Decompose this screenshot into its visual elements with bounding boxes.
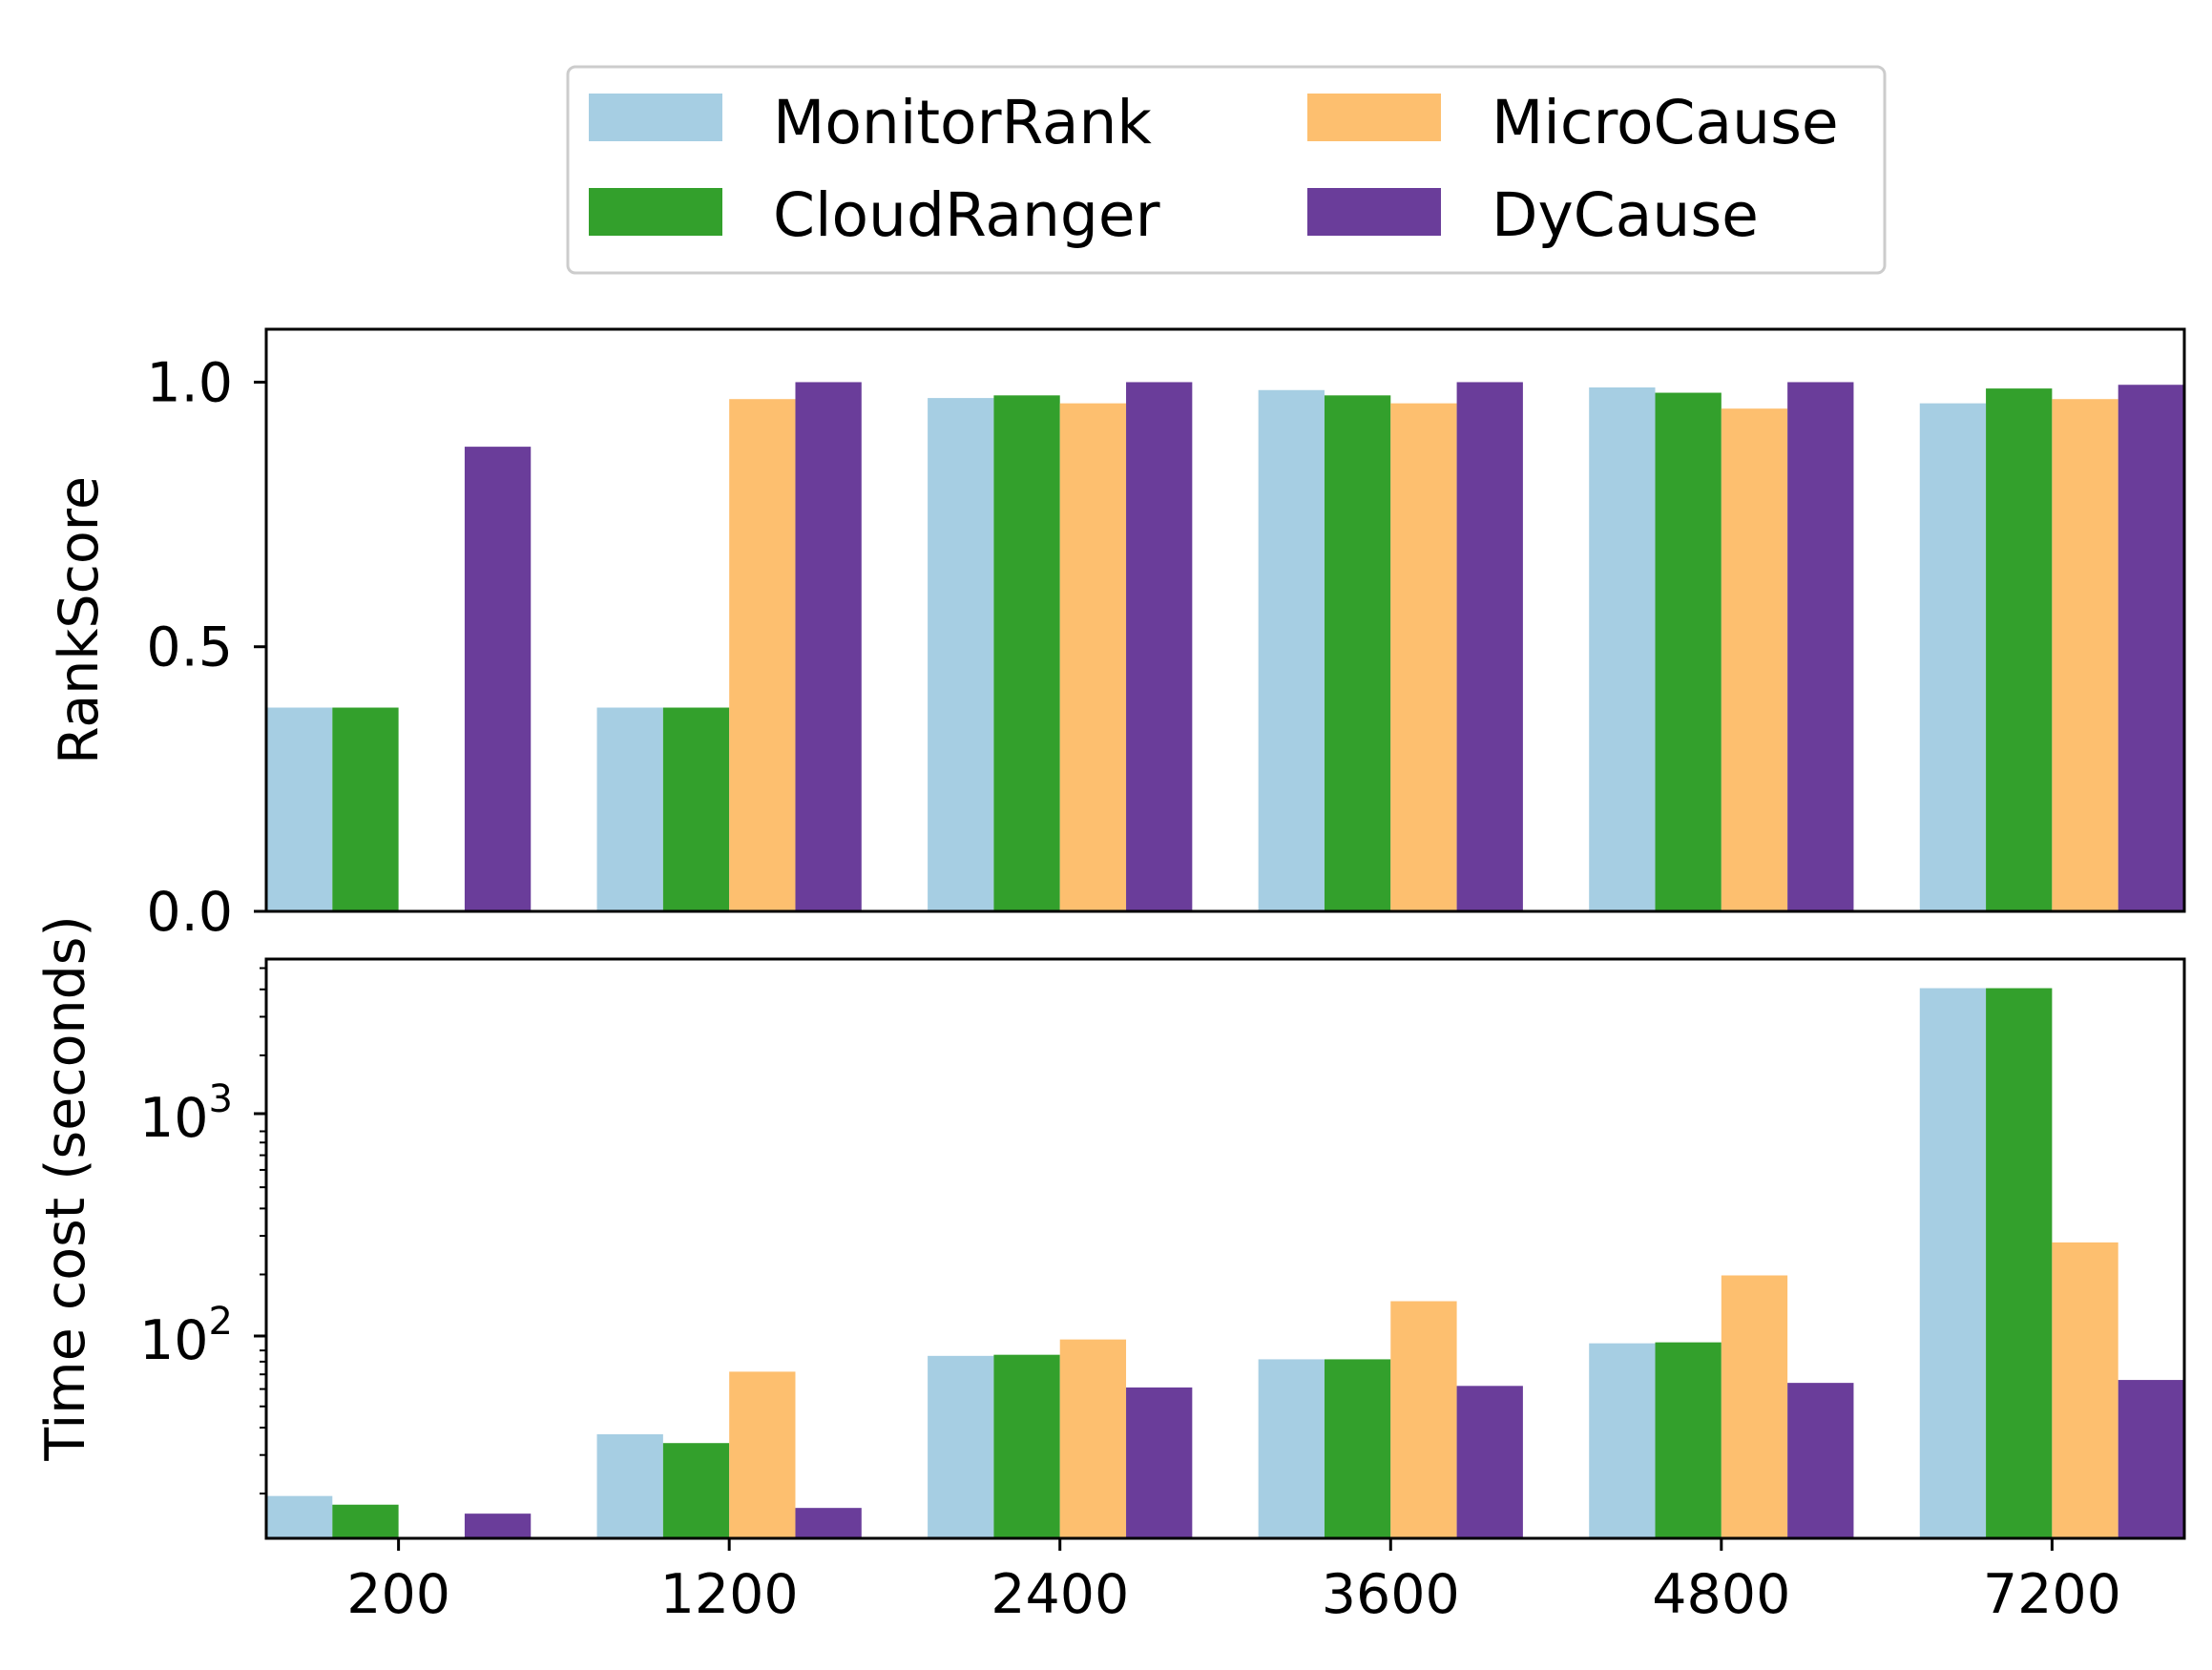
bar-rankscore-cloudranger-3600 [1324, 395, 1391, 911]
legend-frame [566, 65, 1887, 275]
bottom-major-tick-1000: 103 [139, 1077, 266, 1150]
legend-label-4: DyCause [1492, 180, 1759, 250]
x-tick-label-2400: 2400 [991, 1563, 1129, 1626]
tick-base-1000: 10 [139, 1087, 209, 1150]
bar-timecost-cloudranger-1200 [662, 1443, 730, 1538]
bar-rankscore-cloudranger-1200 [662, 707, 730, 911]
bar-timecost-microcause-3600 [1390, 1301, 1457, 1538]
bar-rankscore-cloudranger-7200 [1986, 388, 2053, 911]
tick-label-1000: 103 [139, 1077, 233, 1150]
legend-swatch-4 [1307, 188, 1441, 236]
bar-timecost-cloudranger-3600 [1324, 1359, 1391, 1538]
top-y-ticks: 0.0 0.5 1.0 [146, 351, 266, 944]
bar-timecost-monitorrank-3600 [1258, 1359, 1325, 1538]
bar-timecost-microcause-4800 [1721, 1275, 1788, 1538]
bar-timecost-monitorrank-7200 [1919, 988, 1987, 1538]
legend: MonitorRank MicroCause CloudRanger DyCau… [566, 65, 1887, 275]
y-tick-label-0.0: 0.0 [146, 881, 233, 944]
top-panel: 0.0 0.5 1.0 RankScore [48, 327, 2186, 944]
bottom-bars [266, 988, 2184, 1538]
bar-timecost-cloudranger-7200 [1986, 988, 2053, 1538]
bar-rankscore-monitorrank-1200 [596, 707, 663, 911]
bar-rankscore-dycause-1200 [795, 382, 862, 911]
tick-base-100: 10 [139, 1309, 209, 1372]
bar-timecost-dycause-200 [464, 1513, 532, 1538]
x-ticks: 200 1200 2400 3600 4800 7200 [346, 1538, 2121, 1626]
bar-timecost-dycause-4800 [1787, 1383, 1854, 1538]
y-tick-label-0.5: 0.5 [146, 616, 233, 679]
bar-rankscore-microcause-2400 [1059, 403, 1127, 911]
bar-rankscore-microcause-7200 [2052, 399, 2118, 911]
bar-timecost-monitorrank-2400 [928, 1355, 994, 1538]
bar-rankscore-monitorrank-4800 [1589, 387, 1656, 911]
bar-rankscore-monitorrank-3600 [1258, 389, 1325, 912]
bar-timecost-dycause-2400 [1126, 1387, 1193, 1538]
bar-rankscore-microcause-3600 [1390, 403, 1457, 911]
top-y-axis-label: RankScore [48, 476, 111, 764]
bar-rankscore-microcause-4800 [1721, 408, 1788, 911]
x-tick-label-3600: 3600 [1322, 1563, 1460, 1626]
x-tick-label-200: 200 [346, 1563, 450, 1626]
legend-label-2: MicroCause [1492, 88, 1839, 157]
legend-swatch-3 [589, 188, 722, 236]
bar-rankscore-monitorrank-7200 [1919, 403, 1987, 911]
bar-rankscore-dycause-3600 [1456, 382, 1523, 911]
bar-timecost-dycause-7200 [2118, 1380, 2184, 1538]
legend-swatch-2 [1307, 94, 1441, 141]
top-bars [266, 382, 2184, 912]
bar-rankscore-dycause-4800 [1787, 382, 1854, 911]
x-tick-label-7200: 7200 [1983, 1563, 2121, 1626]
x-tick-label-1200: 1200 [660, 1563, 799, 1626]
bar-rankscore-cloudranger-2400 [993, 395, 1060, 911]
bar-timecost-dycause-3600 [1456, 1386, 1523, 1538]
legend-swatch-1 [589, 94, 722, 141]
top-axes-frame [264, 327, 2186, 913]
legend-label-3: CloudRanger [773, 180, 1160, 250]
bar-rankscore-dycause-2400 [1126, 382, 1193, 911]
bar-timecost-microcause-2400 [1059, 1339, 1127, 1538]
bar-rankscore-cloudranger-4800 [1655, 392, 1722, 912]
bottom-axes-frame [264, 957, 2186, 1540]
bar-timecost-cloudranger-2400 [993, 1354, 1060, 1538]
bar-rankscore-dycause-7200 [2118, 385, 2184, 911]
bottom-panel: 103 102 Time cost (seconds) 200 1200 2400 3… [34, 915, 2186, 1626]
bar-timecost-monitorrank-4800 [1589, 1343, 1656, 1538]
bar-rankscore-monitorrank-200 [266, 707, 333, 911]
tick-exp-100: 2 [209, 1300, 233, 1344]
bar-timecost-microcause-1200 [729, 1371, 796, 1538]
bar-rankscore-cloudranger-200 [332, 707, 399, 911]
bar-timecost-cloudranger-4800 [1655, 1342, 1722, 1538]
tick-label-100: 102 [139, 1300, 233, 1372]
bar-rankscore-microcause-1200 [729, 399, 796, 911]
bar-rankscore-dycause-200 [464, 447, 532, 911]
bottom-y-axis-label: Time cost (seconds) [34, 915, 97, 1461]
bar-timecost-cloudranger-200 [332, 1504, 399, 1538]
bottom-major-tick-100: 102 [139, 1300, 266, 1372]
bar-timecost-dycause-1200 [795, 1508, 862, 1538]
legend-label-1: MonitorRank [773, 88, 1152, 157]
y-tick-label-1.0: 1.0 [146, 351, 233, 414]
x-tick-label-4800: 4800 [1652, 1563, 1790, 1626]
bar-rankscore-monitorrank-2400 [928, 398, 994, 911]
bar-timecost-monitorrank-1200 [596, 1433, 663, 1538]
tick-exp-1000: 3 [209, 1077, 233, 1121]
bar-timecost-monitorrank-200 [266, 1495, 333, 1538]
bar-timecost-microcause-7200 [2052, 1242, 2118, 1538]
